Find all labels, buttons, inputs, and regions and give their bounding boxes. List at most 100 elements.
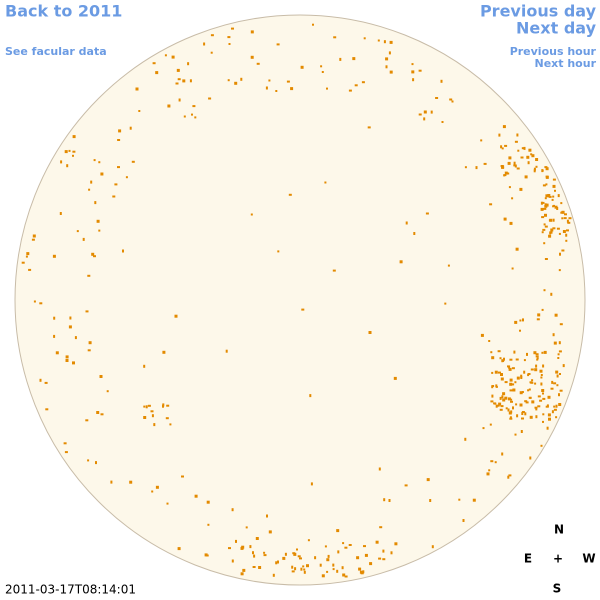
facula (93, 159, 96, 162)
facula (508, 365, 511, 369)
facula (567, 221, 571, 224)
previous-hour-link[interactable]: Previous hour (510, 45, 597, 58)
facula (231, 559, 234, 563)
facula (511, 383, 515, 386)
facula (378, 557, 382, 560)
facula (252, 566, 256, 568)
facula (512, 388, 516, 392)
facula (286, 80, 290, 83)
facula (303, 570, 306, 574)
facula (399, 260, 403, 264)
facula (336, 529, 340, 533)
next-day-link[interactable]: Next day (516, 19, 597, 38)
facula (85, 310, 89, 313)
facula (555, 404, 558, 408)
facula (551, 198, 554, 201)
facula (129, 480, 133, 484)
facula (33, 300, 36, 303)
facula (505, 407, 508, 410)
facula (252, 551, 254, 555)
previous-day-link[interactable]: Previous day (480, 2, 597, 21)
facula (513, 350, 516, 354)
facula (174, 314, 178, 318)
facula (183, 115, 186, 118)
facula (361, 81, 365, 84)
facula (319, 563, 322, 567)
facula (496, 404, 500, 407)
facula (504, 144, 508, 147)
facula (544, 166, 548, 169)
facula (114, 183, 118, 186)
facula (258, 566, 262, 569)
facula (536, 358, 539, 361)
facula (90, 180, 93, 184)
facula (541, 169, 544, 173)
facular-link[interactable]: See facular data (5, 45, 107, 58)
facula (502, 125, 506, 129)
facula (508, 186, 511, 189)
facula (382, 558, 386, 561)
facula (110, 480, 113, 484)
facula (413, 232, 416, 235)
back-link[interactable]: Back to 2011 (5, 2, 122, 21)
facula (52, 254, 56, 258)
facula (510, 398, 513, 401)
facula (501, 452, 504, 456)
facula (444, 302, 447, 305)
facula (326, 558, 330, 562)
facula (181, 475, 184, 478)
facula (501, 147, 504, 150)
facula (82, 237, 85, 241)
facula (501, 395, 504, 399)
facula (515, 247, 519, 251)
facula (375, 540, 379, 544)
facula (527, 161, 530, 165)
next-hour-link[interactable]: Next hour (535, 57, 597, 70)
facula (504, 171, 508, 175)
facula (309, 394, 312, 398)
facula (228, 43, 231, 45)
facula (299, 557, 302, 560)
facula (491, 385, 494, 389)
facula (524, 412, 527, 416)
facula (162, 350, 166, 354)
facula (541, 216, 545, 219)
facula (378, 467, 381, 471)
facula (553, 341, 557, 345)
facula (85, 419, 89, 422)
facula (95, 461, 97, 465)
facula (191, 113, 193, 116)
facula (348, 544, 352, 546)
facula (404, 484, 408, 487)
facula (98, 161, 101, 164)
facula (545, 203, 549, 207)
facula (118, 129, 122, 133)
facula (169, 423, 172, 426)
facula (385, 57, 389, 61)
facula (389, 40, 393, 44)
facula (25, 255, 28, 258)
facula (240, 77, 243, 81)
facula (556, 374, 559, 378)
facula (519, 329, 521, 332)
facula (187, 62, 190, 66)
facula (431, 545, 434, 549)
facula (519, 391, 523, 395)
facula (100, 172, 104, 176)
facula (508, 474, 512, 477)
facula (296, 548, 298, 551)
facula (314, 556, 317, 560)
facula (535, 353, 539, 356)
facula (480, 139, 483, 142)
facula (554, 313, 558, 317)
facula (227, 36, 231, 39)
facula (545, 405, 549, 408)
facula (310, 482, 313, 486)
facula (490, 351, 493, 354)
facula (535, 355, 539, 358)
facula (540, 444, 543, 447)
facula (117, 139, 121, 141)
facula (291, 565, 294, 569)
facula (521, 147, 525, 150)
